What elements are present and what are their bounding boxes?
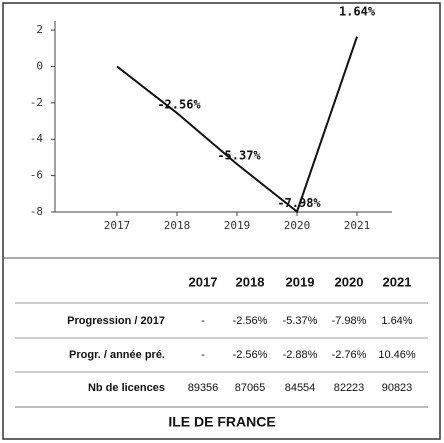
table-cell: 87065 — [235, 382, 266, 394]
frame — [2, 2, 441, 440]
y-tick-label: 0 — [36, 59, 43, 72]
table-cell: -5.37% — [283, 315, 318, 327]
x-tick-label: 2018 — [164, 219, 191, 232]
table-cell: 1.64% — [381, 315, 412, 327]
table-cell: - — [201, 315, 205, 327]
y-tick-label: -4 — [30, 132, 44, 145]
value-label: 1.64% — [339, 5, 376, 19]
table-header: 2019 — [286, 274, 315, 289]
row-label: Progr. / année pré. — [69, 349, 165, 361]
value-label: -2.56% — [157, 98, 201, 112]
table-cell: -2.88% — [283, 349, 318, 361]
row-label: Progression / 2017 — [67, 315, 165, 327]
x-tick-label: 2020 — [284, 219, 311, 232]
table-cell: 90823 — [382, 382, 413, 394]
table-header: 2017 — [189, 274, 218, 289]
table-header: 2020 — [335, 274, 364, 289]
table-header: 2021 — [383, 274, 412, 289]
table-header: 2018 — [236, 274, 265, 289]
x-tick-label: 2021 — [344, 219, 371, 232]
line — [116, 36, 358, 214]
table-cell: 89356 — [188, 382, 219, 394]
table-cell: 10.46% — [378, 349, 416, 361]
y-tick-label: -6 — [30, 169, 43, 182]
table-cell: 84554 — [285, 382, 316, 394]
value-label: -5.37% — [217, 149, 261, 163]
footer: ILE DE FRANCE — [168, 414, 275, 430]
value-label: -7.98% — [277, 196, 321, 210]
y-tick-label: -8 — [30, 205, 43, 218]
y-tick-label: -2 — [30, 96, 43, 109]
table-cell: -2.76% — [332, 349, 367, 361]
row-label: Nb de licences — [88, 382, 165, 394]
table-cell: -2.56% — [233, 349, 268, 361]
table-cell: 82223 — [334, 382, 365, 394]
y-tick-label: 2 — [36, 23, 43, 36]
x-tick-label: 2017 — [104, 219, 131, 232]
table-cell: -2.56% — [233, 315, 268, 327]
table-cell: -7.98% — [332, 315, 367, 327]
table-cell: - — [201, 349, 205, 361]
x-tick-label: 2019 — [224, 219, 251, 232]
